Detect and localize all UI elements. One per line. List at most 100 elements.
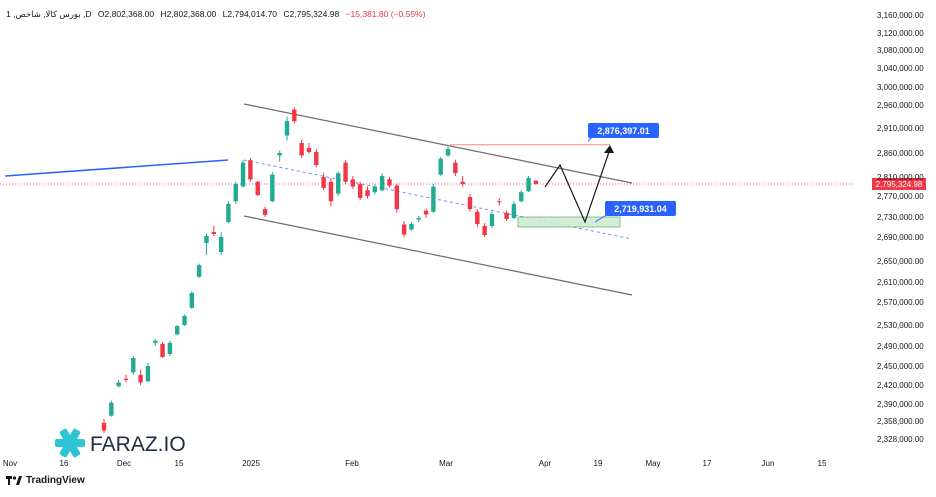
current-price-tag-text: 2,795,324.98 [876, 180, 923, 189]
tradingview-brand: TradingView [26, 475, 85, 486]
projection-path[interactable] [544, 148, 611, 224]
candle-body [131, 358, 136, 373]
target-label-box[interactable] [588, 123, 659, 138]
candle-body [497, 201, 502, 203]
candle-body [401, 224, 407, 235]
candle-body [226, 203, 231, 222]
candle-body [489, 213, 495, 226]
y-tick-label: 3,000,000.00 [877, 83, 924, 92]
y-tick-label: 2,810,000.00 [877, 173, 924, 182]
candle-body [218, 237, 224, 252]
faraz-logo-icon [55, 428, 85, 458]
candle-body [379, 176, 385, 191]
candle-body [189, 293, 195, 308]
y-tick-label: 2,650,000.00 [877, 257, 924, 266]
candle-body [255, 181, 260, 196]
candle-body [372, 186, 378, 193]
candle-body [387, 179, 392, 186]
candle-body [153, 340, 158, 343]
candle-body [343, 162, 348, 182]
candle-body [270, 174, 275, 202]
candle-body [328, 181, 334, 202]
y-tick-label: 2,450,000.00 [877, 362, 924, 371]
candle-body [109, 402, 114, 416]
x-tick-label: Jun [762, 459, 775, 468]
candle-body [314, 152, 319, 165]
close-value: C2,795,324.98 [283, 9, 340, 19]
candle-body [394, 185, 399, 210]
candle-body [116, 382, 121, 387]
candle-body [145, 366, 151, 382]
candle-body [167, 342, 173, 354]
candle-body [460, 181, 465, 185]
symbol-label[interactable]: 1 ,بورس کالا, شاخص ,D [6, 9, 92, 19]
y-tick-label: 2,570,000.00 [877, 298, 924, 307]
candle-body [321, 177, 326, 188]
x-tick-label: Apr [539, 459, 552, 468]
target-label-text: 2,876,397.01 [597, 126, 650, 136]
candle-body [211, 232, 216, 234]
support-label-box[interactable] [605, 201, 676, 216]
support-zone[interactable] [517, 216, 621, 228]
candle-body [182, 315, 187, 325]
candle-body [358, 184, 363, 199]
candle-body [445, 149, 451, 156]
y-tick-label: 2,530,000.00 [877, 321, 924, 330]
candle-body [416, 218, 421, 220]
projection-arrow-head [604, 145, 614, 153]
low-value: L2,794,014.70 [222, 9, 278, 19]
current-price-tag [872, 177, 926, 190]
candle-body [475, 211, 480, 224]
y-tick-label: 2,420,000.00 [877, 381, 924, 390]
candle-body [482, 226, 487, 235]
candle-body [365, 190, 370, 196]
candle-body [336, 173, 341, 194]
candle-body [504, 212, 509, 219]
candle-body [526, 177, 531, 192]
x-tick-label: 17 [703, 459, 712, 468]
y-tick-label: 2,770,000.00 [877, 192, 924, 201]
y-tick-label: 3,080,000.00 [877, 46, 924, 55]
y-tick-label: 3,120,000.00 [877, 29, 924, 38]
candle-body [431, 186, 436, 212]
open-value: O2,802,368.00 [97, 9, 155, 19]
candle-body [240, 162, 246, 187]
candle-body [138, 374, 143, 383]
candle-body [409, 224, 414, 230]
faraz-watermark: FARAZ.IO [55, 428, 186, 458]
candle-body [262, 209, 268, 215]
tradingview-icon [6, 476, 22, 485]
y-tick-label: 2,610,000.00 [877, 278, 924, 287]
y-tick-label: 2,390,000.00 [877, 400, 924, 409]
y-tick-label: 2,490,000.00 [877, 342, 924, 351]
candle-body [204, 236, 209, 243]
ohlc-legend: 1 ,بورس کالا, شاخص ,D O2,802,368.00 H2,8… [6, 9, 429, 20]
candle-body [175, 326, 180, 335]
candle-body [196, 265, 202, 277]
x-tick-label: May [645, 459, 660, 468]
channel-lower-line[interactable] [243, 215, 633, 296]
tradingview-logo[interactable]: TradingView [6, 475, 85, 486]
y-tick-label: 2,328,000.00 [877, 435, 924, 444]
candle-body [160, 343, 165, 357]
trend-line[interactable] [4, 159, 229, 177]
candle-body [350, 179, 356, 187]
logo-stroke [59, 428, 81, 458]
support-label-text: 2,719,931.04 [614, 204, 667, 214]
x-tick-label: 15 [175, 459, 184, 468]
candle-body [423, 210, 429, 215]
change-value: −15,381.80 (−0.55%) [345, 9, 426, 19]
candle-body [438, 158, 443, 175]
x-tick-label: 15 [818, 459, 827, 468]
candle-body [299, 143, 304, 156]
candle-body [284, 121, 290, 136]
channel-upper-line[interactable] [243, 103, 633, 184]
x-tick-label: 19 [594, 459, 603, 468]
y-tick-label: 3,040,000.00 [877, 64, 924, 73]
candle-body [248, 160, 253, 180]
y-tick-label: 2,358,000.00 [877, 417, 924, 426]
x-tick-label: Mar [439, 459, 453, 468]
candle-body [306, 148, 312, 152]
